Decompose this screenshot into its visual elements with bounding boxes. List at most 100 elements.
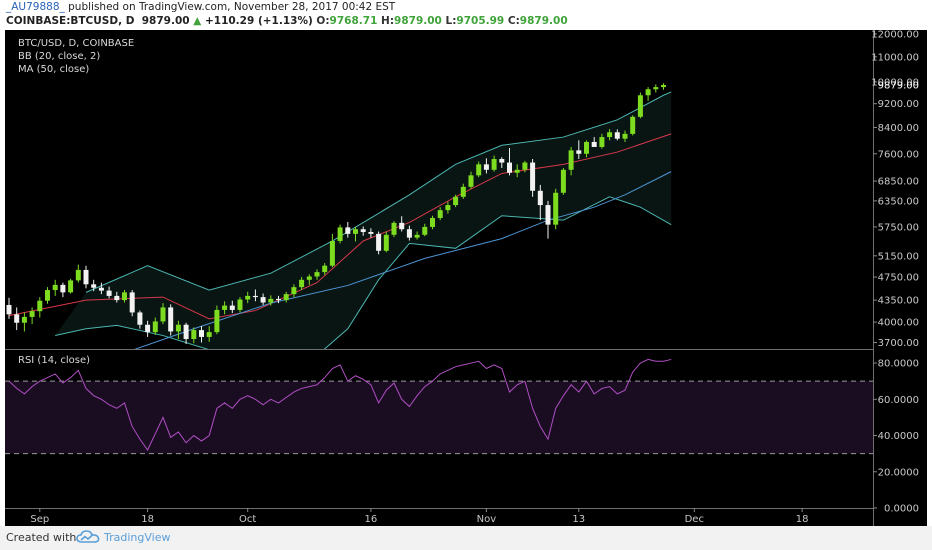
rsi-line [8, 358, 672, 452]
candle-body [614, 132, 620, 139]
high-value: 9879.00 [394, 15, 442, 27]
bb-lower-line [55, 196, 672, 349]
chart-frame[interactable]: 3700.00 4000.00 4350.00 4750.00 5150.00 5750.… [5, 30, 927, 526]
candle-body [637, 95, 643, 117]
legend-ma: MA (50, close) [18, 64, 90, 75]
candle-body [29, 311, 35, 317]
price-tick-label: 11000.00 [871, 52, 919, 63]
candle-body [306, 276, 312, 280]
candle-body [653, 87, 659, 90]
open-label: O: [316, 15, 330, 27]
low-label: L: [445, 15, 457, 27]
tradingview-cloud-icon [76, 530, 100, 543]
candle-body [576, 150, 582, 154]
candle-body [21, 316, 27, 323]
candle-body [145, 324, 151, 333]
tradingview-link[interactable]: TradingView [104, 531, 171, 544]
price-tick-label: 6350.00 [878, 196, 919, 207]
candle-body [622, 133, 628, 139]
price-change: +110.29 (+1.13%) [204, 15, 313, 27]
candle-body [560, 169, 566, 193]
author-link[interactable]: _AU79888_ [6, 1, 65, 13]
candle-body [499, 159, 505, 163]
candle-body [206, 332, 212, 337]
rsi-tick-label: 60.0000 [878, 395, 919, 406]
price-tick-label: 9200.00 [878, 99, 919, 110]
candle-body [645, 89, 651, 96]
candle-body [383, 234, 389, 251]
rsi-tick-label: 0.0000 [884, 504, 919, 515]
candle-body [568, 150, 574, 170]
time-tick-label: Dec [685, 514, 704, 525]
price-tick-label: 5750.00 [878, 222, 919, 233]
close-label: C: [507, 15, 520, 27]
candle-body [214, 309, 220, 333]
candle-body [98, 287, 104, 291]
candle-body [283, 294, 289, 301]
candle-body [530, 162, 536, 191]
candle-body [314, 272, 320, 277]
candle-body [537, 190, 543, 206]
candle-body [291, 287, 297, 295]
candle-body [607, 132, 613, 138]
candle-body [137, 312, 143, 325]
candle-body [514, 169, 520, 173]
candle-body [591, 141, 597, 147]
price-tick-label: 10000.00 [871, 77, 919, 88]
time-tick-label: Nov [477, 514, 497, 525]
candle-body [661, 85, 666, 88]
candle-body [160, 307, 166, 322]
candle-body [360, 229, 366, 232]
triangle-up-icon: ▲ [193, 15, 202, 27]
candle-body [168, 307, 174, 332]
candle-body [630, 116, 636, 134]
candle-body [245, 295, 251, 300]
created-with-text: Created with [6, 531, 77, 544]
price-tick-label: 4750.00 [878, 273, 919, 284]
candle-body [106, 290, 112, 296]
legend-symbol: BTC/USD, D, COINBASE [18, 38, 135, 49]
candle-body [252, 295, 258, 298]
open-value: 9768.71 [329, 15, 378, 27]
candle-body [483, 164, 489, 170]
candle-body [553, 192, 559, 225]
candle-body [152, 321, 158, 333]
candle-body [545, 205, 551, 225]
candle-body [599, 137, 605, 147]
candle-body [183, 324, 189, 340]
publish-line: _AU79888_ published on TradingView.com, … [6, 1, 395, 13]
ohlc-line: COINBASE:BTCUSD, D 9879.00 ▲ +110.29 (+1… [6, 15, 568, 27]
legend-rsi: RSI (14, close) [18, 355, 91, 366]
time-tick-label: 18 [796, 514, 809, 525]
candles-group [6, 83, 666, 344]
candle-body [507, 162, 512, 173]
candle-body [368, 231, 374, 234]
candle-body [45, 290, 50, 301]
candle-body [60, 284, 66, 293]
candle-body [191, 330, 197, 340]
candle-body [37, 300, 43, 312]
last-price: 9879.00 [141, 15, 190, 27]
rsi-tick-label: 80.0000 [878, 359, 919, 370]
candle-body [75, 269, 81, 281]
bb-upper-line [85, 91, 672, 293]
candle-body [329, 240, 335, 266]
bb-basis-line [8, 133, 672, 320]
price-tick-label: 6850.00 [878, 177, 919, 188]
candle-body [430, 217, 435, 227]
candle-body [129, 292, 135, 313]
last-price-label: 9879.00 [878, 81, 919, 92]
chart-canvas[interactable]: 3700.00 4000.00 4350.00 4750.00 5150.00 5750.… [5, 30, 927, 526]
candle-body [91, 284, 97, 288]
price-tick-label: 5150.00 [878, 251, 919, 262]
price-tick-label: 4000.00 [878, 318, 919, 329]
high-label: H: [381, 15, 395, 27]
candle-body [445, 205, 451, 211]
time-tick-label: 16 [365, 514, 378, 525]
candle-body [222, 305, 228, 310]
time-tick-label: 18 [141, 514, 154, 525]
rsi-band-fill [5, 381, 873, 454]
candle-body [353, 229, 358, 234]
candle-body [260, 297, 266, 303]
candle-body [345, 227, 351, 234]
